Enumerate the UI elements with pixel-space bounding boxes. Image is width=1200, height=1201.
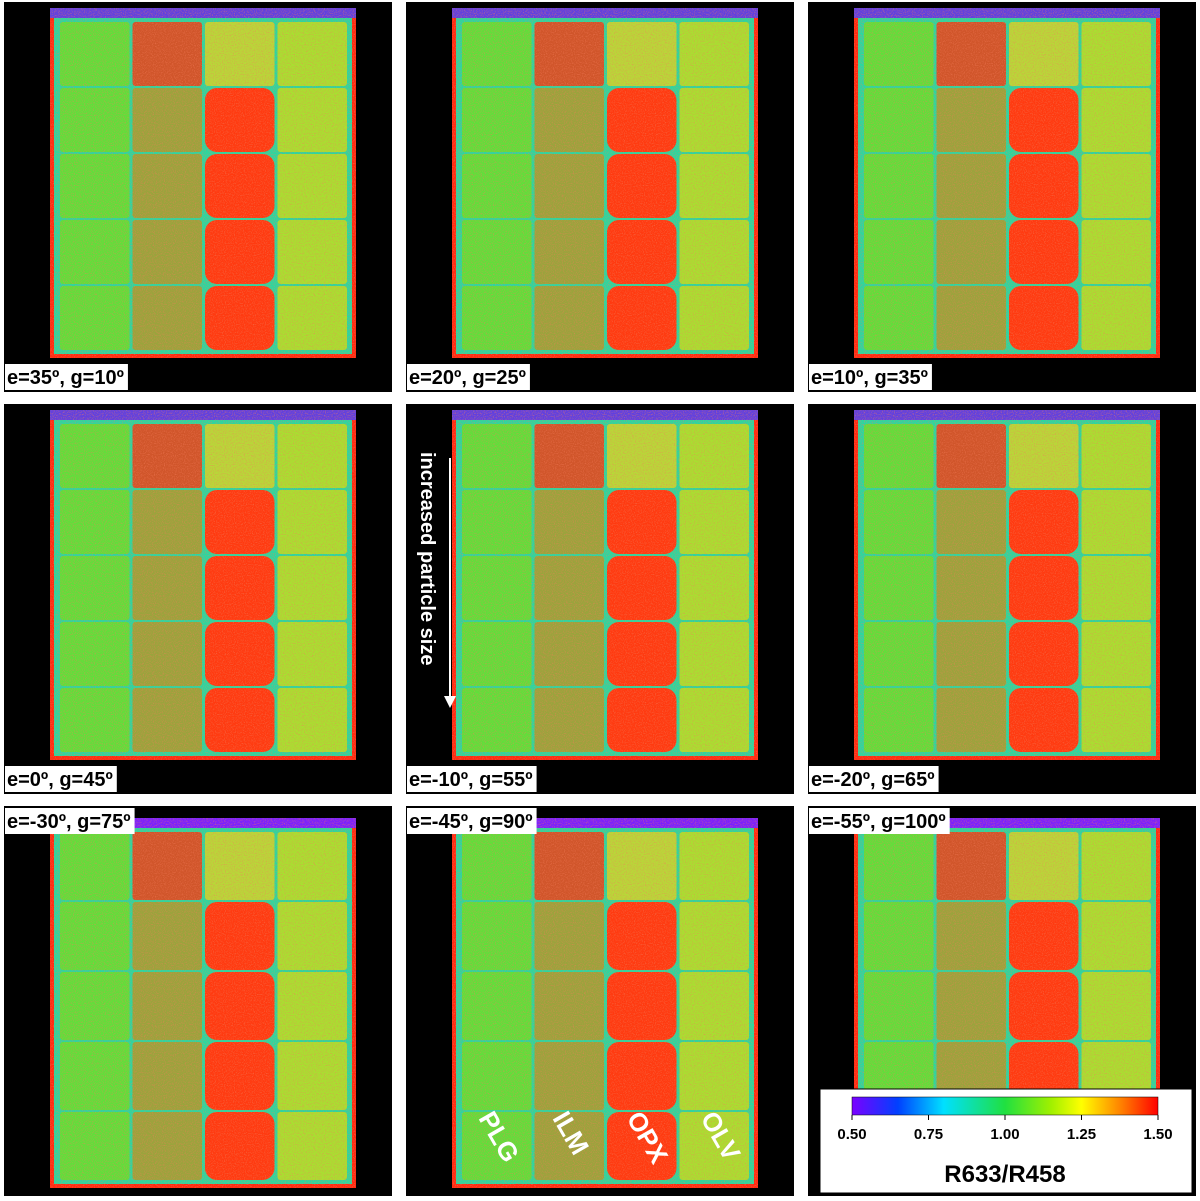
- noise-overlay: [50, 410, 356, 760]
- colorbar-tick-label: 1.25: [1067, 1126, 1096, 1143]
- panel-label-bg: [5, 808, 135, 834]
- panel-label-bg: [407, 766, 537, 792]
- colorbar-label: R633/R458: [944, 1161, 1065, 1188]
- annotation-arrowhead: [444, 696, 456, 708]
- noise-overlay: [452, 818, 758, 1188]
- colorbar-tick-label: 1.00: [990, 1126, 1019, 1143]
- panel-label-bg: [407, 808, 537, 834]
- panel-label: e=-20º, g=65º: [811, 769, 935, 791]
- colorbar-tick-label: 1.50: [1143, 1126, 1172, 1143]
- noise-overlay: [452, 8, 758, 358]
- panel-label: e=-55º, g=100º: [811, 811, 946, 833]
- noise-overlay: [854, 410, 1160, 760]
- panel-label-bg: [5, 766, 117, 792]
- panel-label: e=35º, g=10º: [7, 367, 124, 389]
- panel-label: e=10º, g=35º: [811, 367, 928, 389]
- annotation-text: increased particle size: [416, 452, 438, 665]
- noise-overlay: [50, 818, 356, 1188]
- noise-overlay: [452, 410, 758, 760]
- panel-label: e=20º, g=25º: [409, 367, 526, 389]
- colorbar: [851, 1096, 1159, 1116]
- colorbar-tick-label: 0.75: [914, 1126, 943, 1143]
- panel-label-bg: [809, 766, 939, 792]
- panel-label: e=0º, g=45º: [7, 769, 113, 791]
- panel-label-bg: [407, 364, 530, 390]
- panel-label: e=-30º, g=75º: [7, 811, 131, 833]
- panel-label-bg: [5, 364, 128, 390]
- noise-overlay: [854, 8, 1160, 358]
- panel-label: e=-45º, g=90º: [409, 811, 533, 833]
- panel-label: e=-10º, g=55º: [409, 769, 533, 791]
- noise-overlay: [50, 8, 356, 358]
- panel-label-bg: [809, 364, 932, 390]
- colorbar-tick-label: 0.50: [837, 1126, 866, 1143]
- panel-label-bg: [809, 808, 950, 834]
